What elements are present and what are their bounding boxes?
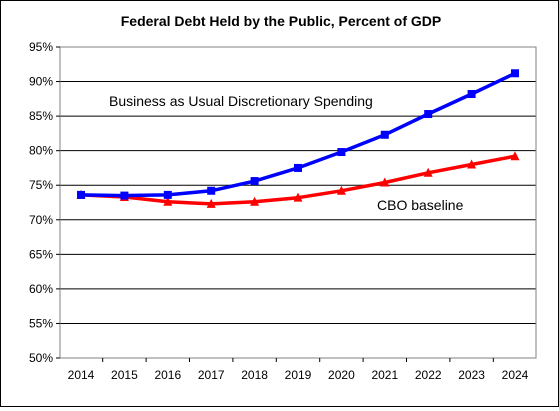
series-label-cbo-baseline: CBO baseline [377, 197, 464, 213]
data-point-cbo-baseline [423, 167, 433, 177]
data-point-cbo-baseline [206, 198, 216, 208]
plot-area-border [59, 46, 537, 359]
x-tick-label: 2016 [154, 368, 181, 382]
data-point-cbo-baseline [467, 159, 477, 169]
y-tick-label: 80% [29, 144, 53, 158]
y-tick-label: 75% [29, 178, 53, 192]
data-point-cbo-baseline [336, 185, 346, 195]
data-point-business-as-usual [163, 190, 172, 199]
x-tick-label: 2014 [68, 368, 95, 382]
x-tick-label: 2024 [502, 368, 529, 382]
x-tick-label: 2015 [111, 368, 138, 382]
data-point-business-as-usual [424, 110, 433, 119]
y-tick-label: 55% [29, 316, 53, 330]
data-point-business-as-usual [120, 191, 129, 200]
gridlines [60, 81, 536, 324]
y-tick-label: 50% [29, 351, 53, 365]
x-tick-label: 2017 [198, 368, 225, 382]
y-tick-label: 60% [29, 282, 53, 296]
data-point-business-as-usual [294, 163, 302, 172]
data-point-business-as-usual [77, 190, 85, 199]
y-tick-label: 95% [29, 40, 53, 54]
y-tick-label: 85% [29, 109, 53, 123]
chart-title: Federal Debt Held by the Public, Percent… [121, 13, 442, 29]
data-point-cbo-baseline [293, 192, 303, 202]
series-line-0 [80, 71, 516, 198]
data-point-business-as-usual [207, 186, 216, 195]
y-tick-label: 90% [29, 75, 53, 89]
data-point-business-as-usual [380, 130, 389, 139]
data-point-cbo-baseline [510, 151, 520, 161]
x-axis-ticks: 2014 2015 2016 2017 2018 2019 2020 2021 2022 2023… [68, 358, 529, 382]
data-point-business-as-usual [467, 89, 476, 98]
x-tick-label: 2019 [285, 368, 312, 382]
data-point-cbo-baseline [163, 196, 173, 206]
data-point-business-as-usual [511, 69, 519, 78]
x-tick-label: 2023 [458, 368, 485, 382]
series-layer [76, 69, 520, 208]
y-tick-label: 65% [29, 247, 53, 261]
data-point-cbo-baseline [380, 177, 390, 187]
data-point-business-as-usual [337, 148, 346, 157]
x-tick-label: 2021 [371, 368, 398, 382]
y-tick-label: 70% [29, 213, 53, 227]
data-point-cbo-baseline [250, 196, 260, 206]
series-label-business-as-usual: Business as Usual Discretionary Spending [109, 93, 373, 109]
x-tick-label: 2022 [415, 368, 442, 382]
y-axis-ticks: 50% 55% 60% 65% 70% 75% 80% 85% 90% 95% [29, 40, 60, 365]
x-tick-label: 2020 [328, 368, 355, 382]
x-tick-label: 2018 [241, 368, 268, 382]
data-point-business-as-usual [250, 177, 259, 186]
